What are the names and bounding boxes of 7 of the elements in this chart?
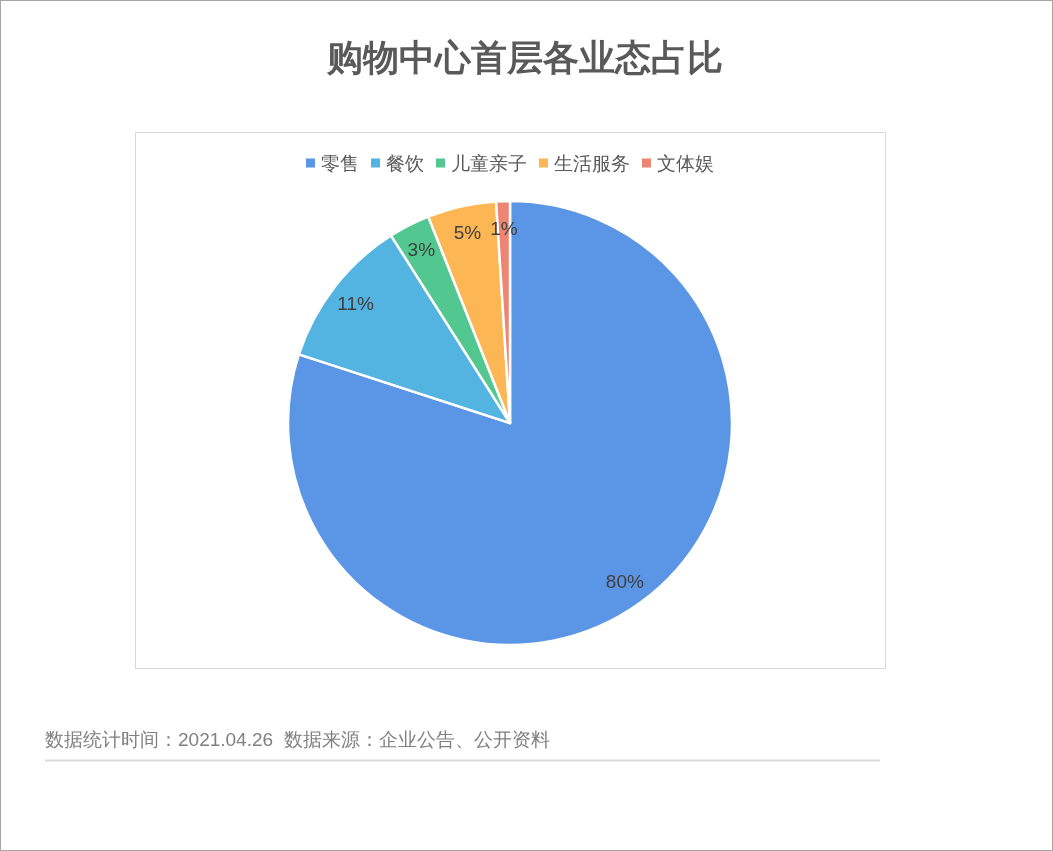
title: 购物中心首层各业态占比 [327,37,723,78]
legend-label: 文体娱 [657,153,714,174]
legend-label: 零售 [321,153,359,174]
annotation: 数据统计时间：2021.04.26 数据来源：企业公告、公开资料 [45,729,550,750]
legend-label: 生活服务 [554,153,630,174]
legend-label: 餐饮 [386,153,424,174]
legend-label: 儿童亲子 [451,153,527,174]
